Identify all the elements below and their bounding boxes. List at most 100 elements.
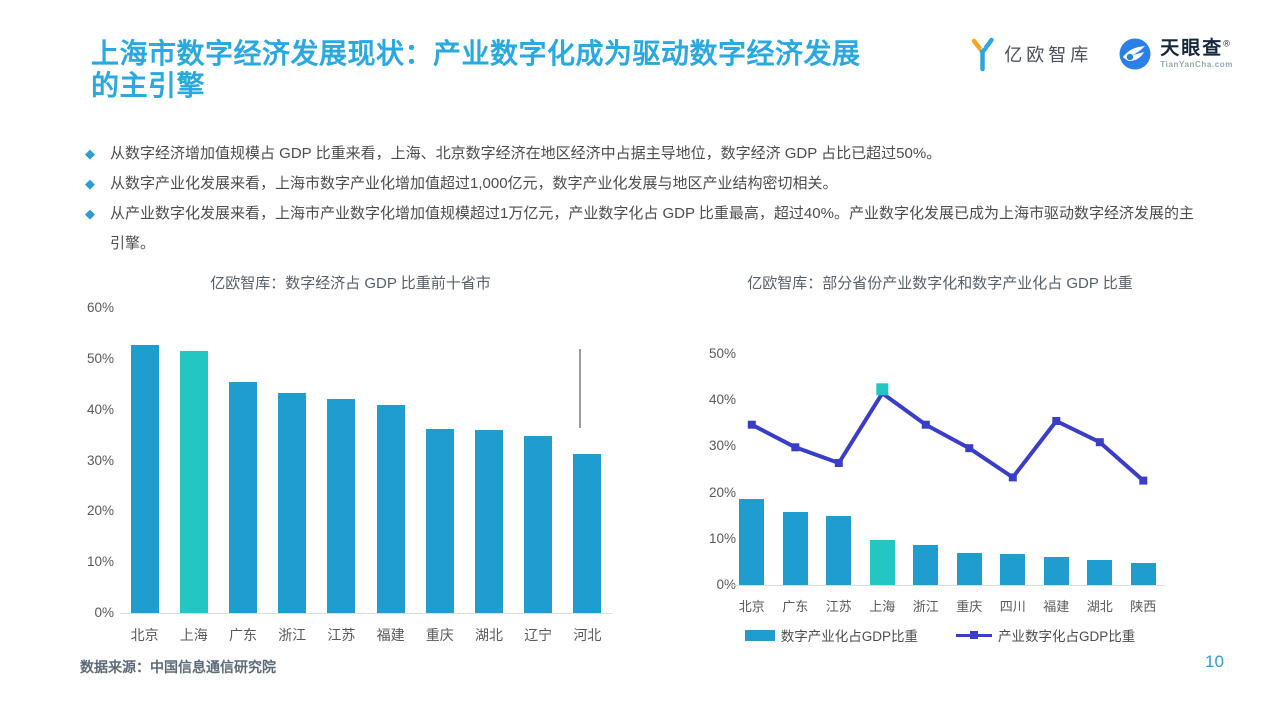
data-source-note: 数据来源：中国信息通信研究院 [80,659,276,675]
bar [130,345,159,613]
x-axis-label: 北京 [738,599,765,614]
page-title-line2: 的主引擎 [91,70,206,101]
x-axis-label: 上海 [869,599,896,614]
line-marker [1095,438,1104,447]
bar-swatch-icon [744,629,775,641]
tianyancha-logo: 天眼查® TianYanCha.com [1118,37,1233,71]
page-title: 上海市数字经济发展现状：产业数字化成为驱动数字经济发展 的主引擎 [91,38,1051,102]
x-axis-label: 广东 [782,599,809,614]
bar [869,539,895,585]
line-marker [1052,417,1061,425]
x-axis-label: 四川 [999,599,1026,614]
registered-mark-icon: ® [1223,38,1232,49]
bullet-item: ◆ 从产业数字化发展来看，上海市产业数字化增加值规模超过1万亿元，产业数字化占 … [85,199,1195,259]
y-axis-label: 60% [86,300,114,315]
tianyancha-logo-subtext: TianYanCha.com [1160,60,1233,69]
y-axis-label: 30% [86,452,114,468]
yiou-logo-text: 亿欧智库 [1004,45,1093,65]
bullet-text: 从数字经济增加值规模占 GDP 比重来看，上海、北京数字经济在地区经济中占据主导… [110,145,942,162]
x-axis-line [730,585,1165,586]
annotation-line [579,348,581,428]
bar [1043,556,1069,585]
bar [229,382,257,613]
x-axis-label: 上海 [179,627,208,643]
y-axis-label: 40% [86,401,114,417]
diamond-bullet-icon: ◆ [85,206,95,221]
x-axis-label: 湖北 [475,627,503,643]
chart-title: 亿欧智库：部分省份产业数字化和数字产业化占 GDP 比重 [747,275,1133,292]
bar [475,430,503,613]
bar [956,552,982,585]
tianyancha-logo-icon [1119,38,1151,70]
legend-label: 产业数字化占GDP比重 [998,629,1136,644]
bullet-item: ◆ 从数字经济增加值规模占 GDP 比重来看，上海、北京数字经济在地区经济中占据… [85,139,1195,169]
line-path [750,391,1145,483]
bar [1000,554,1026,585]
chart-title: 亿欧智库：数字经济占 GDP 比重前十省市 [210,275,491,292]
bar [1130,563,1156,585]
legend-label: 数字产业化占GDP比重 [780,629,918,644]
y-axis-label: 0% [716,577,736,592]
yiou-logo: 亿欧智库 [969,36,1092,72]
tianyancha-logo-texts: 天眼查® TianYanCha.com [1160,39,1233,69]
bar [913,544,939,585]
bullet-item: ◆ 从数字产业化发展来看，上海市数字产业化增加值超过1,000亿元，数字产业化发… [85,169,1195,199]
line-marker [834,459,843,467]
bullet-text: 从产业数字化发展来看，上海市产业数字化增加值规模超过1万亿元，产业数字化占 GD… [110,205,1194,252]
y-axis-label: 20% [86,503,114,519]
legend-item-line-series: 产业数字化占GDP比重 [956,625,1135,645]
y-axis-label: 40% [708,392,736,408]
diamond-bullet-icon: ◆ [85,146,95,161]
y-axis-label: 50% [708,346,736,361]
line-swatch-icon [956,630,992,640]
x-axis-label: 广东 [229,627,257,643]
x-axis-label: 重庆 [425,627,454,643]
x-axis-label: 福建 [376,627,405,643]
page-number: 10 [1205,652,1224,671]
chart-legend: 数字产业化占GDP比重 产业数字化占GDP比重 [700,625,1180,645]
yiou-logo-icon [972,37,995,72]
y-axis-label: 0% [94,605,114,620]
x-axis-label: 福建 [1043,599,1070,614]
line-marker [747,420,756,429]
y-axis-label: 50% [86,350,114,366]
bullet-text: 从数字产业化发展来看，上海市数字产业化增加值超过1,000亿元，数字产业化发展与… [110,175,838,192]
bar [1087,560,1113,585]
y-axis-label: 10% [708,530,736,546]
x-axis-line [120,613,612,614]
header-logos: 亿欧智库 天眼查® TianYanCha.com [969,36,1233,72]
chart-industry-digitalization-gdp-share: 亿欧智库：部分省份产业数字化和数字产业化占 GDP 比重 数字产业化占GDP比重… [700,272,1180,672]
line-marker [921,420,930,429]
diamond-bullet-icon: ◆ [85,176,95,191]
x-axis-label: 江苏 [327,627,356,643]
x-axis-label: 河北 [573,627,602,643]
x-axis-label: 北京 [130,627,159,643]
y-axis-label: 10% [86,554,114,570]
bar [826,515,852,585]
line-marker-highlight [876,383,889,396]
line-marker [791,443,800,452]
bar [327,399,356,613]
line-marker [1139,476,1148,485]
x-axis-label: 陕西 [1130,599,1157,614]
x-axis-label: 重庆 [956,599,983,614]
x-axis-label: 浙江 [912,599,939,614]
line-marker [965,444,974,453]
bar [278,392,307,613]
x-axis-label: 湖北 [1086,599,1113,614]
summary-bullets: ◆ 从数字经济增加值规模占 GDP 比重来看，上海、北京数字经济在地区经济中占据… [85,139,1195,259]
x-axis-label: 辽宁 [524,627,553,643]
bar [782,511,808,585]
bar [376,404,405,613]
tianyancha-logo-text: 天眼查® [1160,38,1232,59]
legend-item-bar-series: 数字产业化占GDP比重 [744,625,918,645]
y-axis-label: 30% [708,438,736,454]
y-axis-label: 20% [708,484,736,500]
bar [739,498,765,585]
line-marker [1008,473,1017,482]
page-title-line1: 上海市数字经济发展现状：产业数字化成为驱动数字经济发展 [91,38,861,69]
bar [179,351,208,613]
chart-digital-economy-gdp-share: 亿欧智库：数字经济占 GDP 比重前十省市 0% 10% 20% 30% 40% 50% 6… [78,272,623,662]
bar [524,436,553,613]
